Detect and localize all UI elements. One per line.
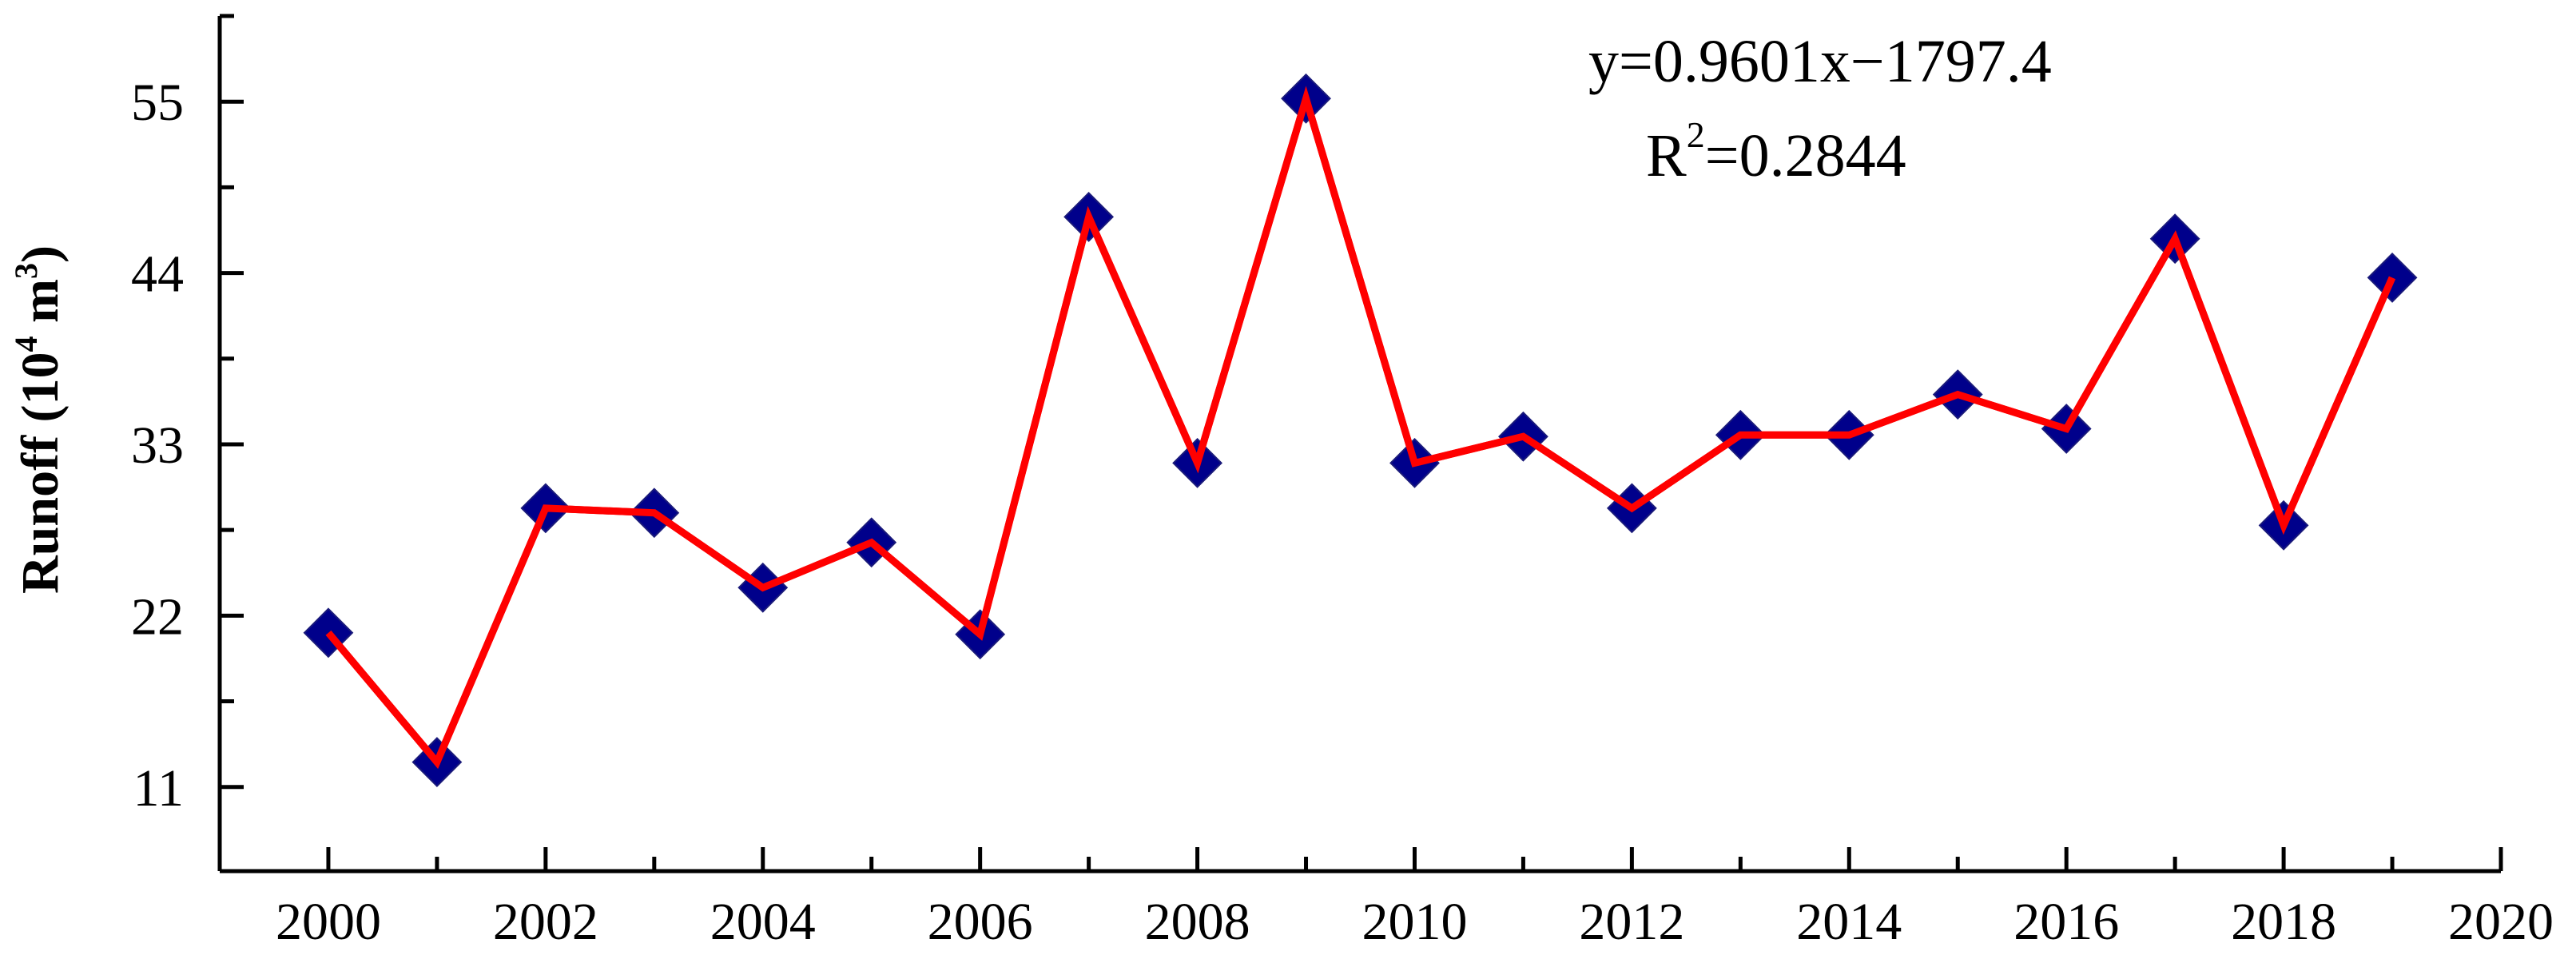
r-squared-value: =0.2844	[1705, 122, 1906, 189]
y-tick-label: 33	[131, 416, 184, 475]
series-group	[303, 73, 2418, 787]
x-tick-label: 2012	[1579, 893, 1684, 951]
y-axis-label-close: )	[11, 245, 70, 263]
series-line-overlay	[325, 86, 2396, 770]
y-axis-label-sup-4: 4	[8, 336, 44, 352]
x-tick-label: 2002	[493, 893, 598, 951]
y-axis-label-main: Runoff (10	[11, 352, 70, 594]
r-squared-sup: 2	[1687, 114, 1705, 155]
axes	[217, 16, 2501, 874]
y-axis-label-sup-3: 3	[8, 263, 44, 279]
x-tick-label: 2016	[2013, 893, 2119, 951]
x-tick-label: 2000	[276, 893, 381, 951]
x-tick-label: 2010	[1362, 893, 1467, 951]
x-tick-label: 2020	[2448, 893, 2554, 951]
regression-equation: y=0.9601x−1797.4	[1588, 28, 2052, 95]
r-squared-r: R	[1646, 122, 1687, 189]
x-tick-label: 2014	[1796, 893, 1902, 951]
y-tick-label: 22	[131, 587, 184, 646]
x-tick-label: 2004	[710, 893, 816, 951]
y-tick-label: 11	[133, 759, 184, 818]
r-squared-label: R2=0.2844	[1646, 114, 1906, 189]
y-tick-label: 44	[131, 245, 184, 304]
y-tick-label: 55	[131, 74, 184, 132]
x-tick-label: 2008	[1145, 893, 1250, 951]
x-tick-label: 2018	[2231, 893, 2336, 951]
x-tick-label: 2006	[928, 893, 1033, 951]
axis-ticks: 2000 2002 2004 2006 2008 2010 2012 2014 2016 2018…	[131, 14, 2554, 951]
y-axis-label-unit: m	[11, 279, 70, 336]
y-axis-label: Runoff (104 m3)	[8, 245, 70, 594]
